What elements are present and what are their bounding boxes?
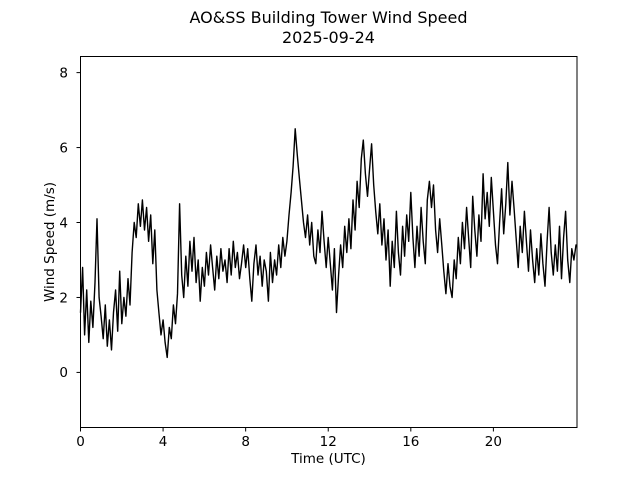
y-axis-label: Wind Speed (m/s): [42, 182, 58, 302]
x-tick-label: 8: [241, 434, 250, 450]
y-tick-label: 4: [59, 215, 68, 231]
y-tick-label: 8: [59, 65, 68, 81]
chart-subtitle: 2025-09-24: [282, 28, 375, 47]
y-tick-label: 0: [59, 365, 68, 381]
x-tick-label: 16: [402, 434, 419, 450]
wind-speed-line: [79, 128, 577, 359]
x-axis-label: Time (UTC): [290, 451, 366, 467]
y-tick-label: 2: [59, 290, 68, 306]
x-tick-label: 12: [320, 434, 337, 450]
x-tick-label: 0: [76, 434, 85, 450]
x-tick-label: 4: [159, 434, 168, 450]
chart-title: AO&SS Building Tower Wind Speed: [189, 8, 467, 27]
y-tick-label: 6: [59, 140, 68, 156]
plot-frame: [80, 56, 578, 428]
x-tick-label: 20: [485, 434, 502, 450]
